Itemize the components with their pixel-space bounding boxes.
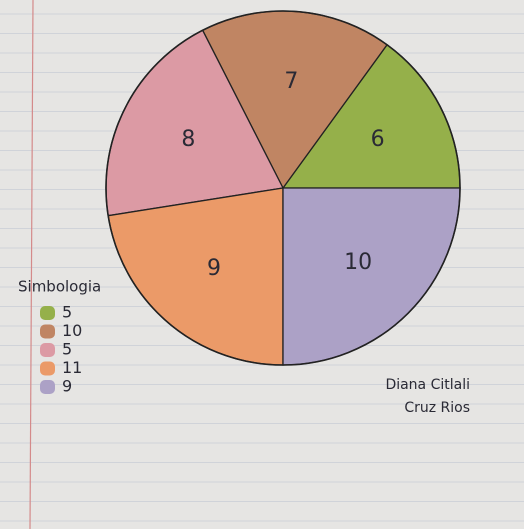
author-surname: Cruz Rios xyxy=(404,400,470,416)
slice-label: 9 xyxy=(207,256,221,281)
legend-swatch xyxy=(40,306,55,320)
slice-label: 8 xyxy=(181,127,195,152)
legend-label: 9 xyxy=(62,377,72,396)
legend-title: Simbologia xyxy=(18,278,101,296)
legend-swatch xyxy=(40,343,55,357)
legend-label: 5 xyxy=(62,303,72,322)
author-name: Diana Citlali xyxy=(385,377,470,393)
slice-label: 10 xyxy=(344,250,372,275)
legend-label: 10 xyxy=(62,321,82,340)
margin-line xyxy=(29,0,34,529)
legend-label: 5 xyxy=(62,340,72,359)
legend-swatch xyxy=(40,324,55,339)
legend-swatch xyxy=(40,380,55,394)
legend-swatch xyxy=(40,361,55,376)
pie-outline xyxy=(105,10,461,366)
slice-label: 6 xyxy=(371,127,385,152)
slice-label: 7 xyxy=(284,69,298,94)
legend-label: 11 xyxy=(62,358,82,377)
